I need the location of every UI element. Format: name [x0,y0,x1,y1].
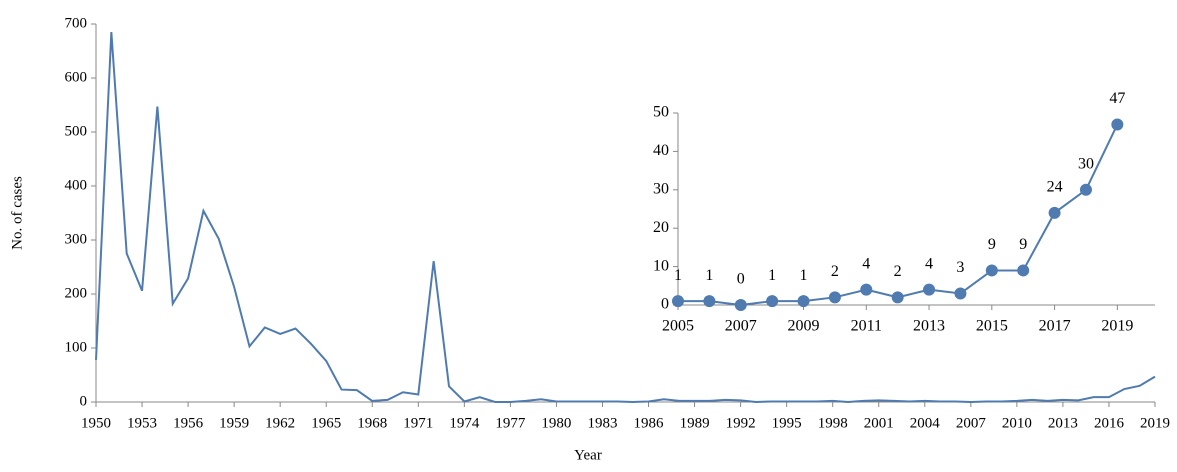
data-label: 4 [925,255,933,272]
marker [797,295,810,308]
x-tick-label: 2004 [910,415,941,431]
data-label: 3 [956,259,964,276]
marker [985,264,998,277]
x-tick-label: 2009 [788,318,820,335]
x-tick-label: 2001 [864,415,894,431]
data-label: 1 [768,267,776,284]
marker [1111,118,1124,131]
x-tick-label: 2019 [1140,415,1170,431]
x-tick-label: 1983 [587,415,617,431]
marker [1079,183,1092,196]
x-tick-label: 1995 [772,415,802,431]
data-label: 1 [800,267,808,284]
data-label: 47 [1109,90,1125,107]
x-tick-label: 2013 [913,318,945,335]
y-tick-label: 10 [653,257,669,274]
marker [1017,264,1030,277]
x-tick-label: 1950 [81,415,111,431]
x-tick-label: 1986 [634,415,665,431]
y-tick-label: 500 [65,123,88,139]
y-tick-label: 200 [65,285,88,301]
x-tick-label: 2005 [662,318,694,335]
x-tick-label: 1959 [219,415,249,431]
data-label: 2 [831,263,839,280]
marker [1048,206,1061,219]
x-tick-label: 1962 [265,415,295,431]
x-tick-label: 1968 [357,415,387,431]
data-label: 24 [1047,179,1063,196]
x-tick-label: 2011 [851,318,882,335]
y-tick-label: 400 [65,177,88,193]
x-tick-label: 1977 [495,415,526,431]
x-tick-label: 2017 [1039,318,1071,335]
marker [828,291,841,304]
y-tick-label: 50 [653,104,669,121]
y-tick-label: 0 [661,296,669,313]
y-tick-label: 30 [653,180,669,197]
x-tick-label: 1998 [818,415,848,431]
y-tick-label: 300 [65,231,88,247]
data-label: 2 [894,263,902,280]
y-axis-title: No. of cases [9,176,25,250]
x-tick-label: 1965 [311,415,341,431]
marker [734,299,747,311]
data-label: 9 [1019,236,1027,253]
x-tick-label: 1989 [680,415,710,431]
x-tick-label: 2007 [725,318,757,335]
y-tick-label: 600 [65,69,88,85]
x-tick-label: 1992 [726,415,756,431]
marker [954,287,967,300]
x-tick-label: 2016 [1094,415,1125,431]
x-tick-label: 1971 [403,415,433,431]
x-tick-label: 2013 [1048,415,1078,431]
marker [703,295,716,308]
x-tick-label: 1974 [449,415,480,431]
data-label: 1 [705,267,713,284]
data-label: 4 [862,255,870,272]
y-tick-label: 20 [653,219,669,236]
data-label: 9 [988,236,996,253]
y-tick-label: 40 [653,142,669,159]
marker [891,291,904,304]
y-tick-label: 100 [65,339,88,355]
x-tick-label: 1980 [541,415,571,431]
data-label: 0 [737,271,745,288]
x-tick-label: 1953 [127,415,157,431]
y-tick-label: 0 [80,393,88,409]
x-axis-title: Year [574,447,602,463]
x-tick-label: 1956 [173,415,204,431]
x-tick-label: 2019 [1101,318,1133,335]
marker [923,283,936,296]
marker [766,295,779,308]
data-line [95,32,1156,404]
marker [672,295,684,308]
x-tick-label: 2015 [976,318,1008,335]
marker [860,283,873,296]
x-tick-label: 2007 [956,415,987,431]
data-label: 1 [674,267,682,284]
data-label: 30 [1078,155,1094,172]
y-tick-label: 700 [65,15,88,31]
x-tick-label: 2010 [1002,415,1032,431]
